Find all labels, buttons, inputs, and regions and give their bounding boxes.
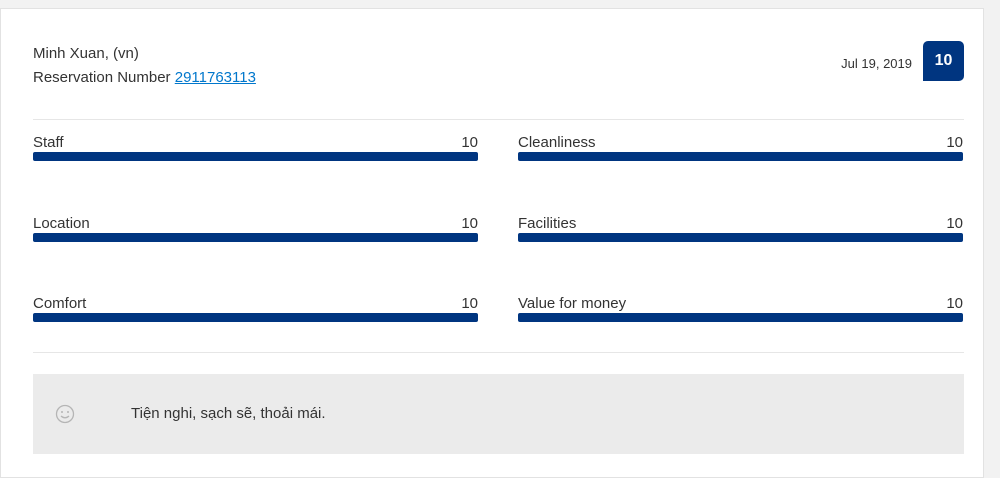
comment-box: Tiện nghi, sạch sẽ, thoải mái. xyxy=(33,374,964,454)
reservation-number[interactable]: 2911763113 xyxy=(174,69,256,86)
rating-label: Cleanliness xyxy=(518,134,596,151)
divider xyxy=(33,119,964,120)
reservation-label: Reservation Number xyxy=(33,69,171,86)
rating-row: Location 10 xyxy=(33,215,478,255)
rating-label: Facilities xyxy=(518,214,577,232)
rating-label: Comfort xyxy=(33,295,87,312)
score-badge: 10 xyxy=(923,41,964,81)
rating-value: 10 xyxy=(461,214,478,232)
rating-row: Cleanliness 10 xyxy=(518,134,963,174)
rating-row: Facilities 10 xyxy=(518,215,963,255)
rating-value: 10 xyxy=(461,295,478,312)
rating-label: Location xyxy=(33,214,90,232)
rating-label: Staff xyxy=(33,134,64,151)
rating-value: 10 xyxy=(946,214,963,232)
reservation: Reservation Number 2911763113 xyxy=(33,69,256,86)
rating-bar xyxy=(33,232,478,242)
rating-bar xyxy=(518,232,963,242)
rating-value: 10 xyxy=(461,134,478,151)
review-date: Jul 19, 2019 xyxy=(841,56,912,71)
comment-text: Tiện nghi, sạch sẽ, thoải mái. xyxy=(131,405,326,422)
page: Review {"review": { "reviewer": "Minh Xu… xyxy=(0,8,984,478)
divider xyxy=(33,352,964,353)
reviewer-name: Minh Xuan, (vn) xyxy=(33,45,139,62)
rating-label: Value for money xyxy=(518,295,627,312)
rating-row: Value for money 10 xyxy=(518,295,963,335)
body: Minh Xuan, (vn) Reservation Number 29117… xyxy=(0,8,984,478)
rating-row: Staff 10 xyxy=(33,134,478,174)
rating-value: 10 xyxy=(946,134,963,151)
rating-bar xyxy=(518,152,963,161)
rating-bar xyxy=(33,313,478,322)
review-card: Minh Xuan, (vn) Reservation Number 29117… xyxy=(0,8,984,478)
smiley-icon xyxy=(55,404,75,424)
rating-bar xyxy=(518,313,963,322)
rating-bar xyxy=(33,152,478,161)
rating-value: 10 xyxy=(946,295,963,312)
rating-row: Comfort 10 xyxy=(33,295,478,335)
